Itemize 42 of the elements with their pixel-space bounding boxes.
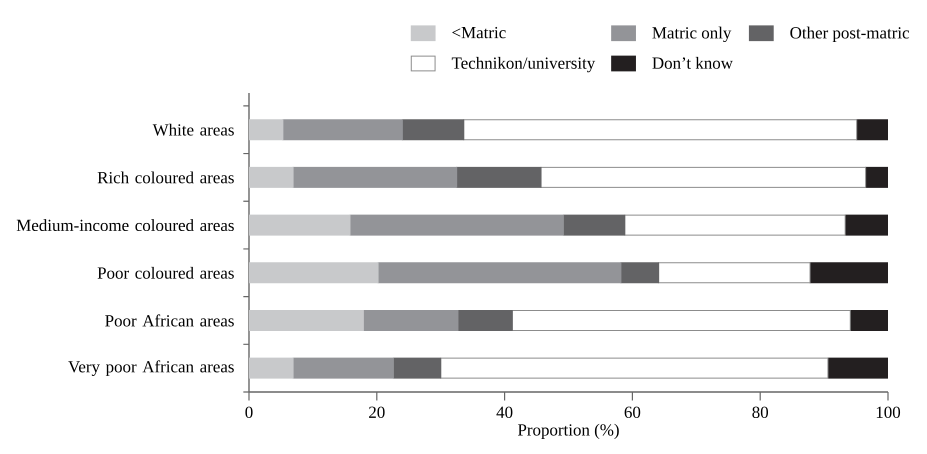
bar [540,166,866,188]
bar [378,262,622,284]
bar [248,310,364,331]
bar [248,119,284,140]
y-tick-label: Rich coloured areas [98,171,234,184]
legend-label: Other post-matric [790,26,910,42]
x-tick-label: 60 [624,406,640,418]
bar [292,358,394,379]
bar [562,214,626,236]
bar [463,119,858,140]
bar [362,310,458,331]
y-tick-label: Poor coloured areas [98,266,234,279]
y-tick-label: White areas [152,124,234,136]
bar [282,119,403,140]
y-tick-label: Very poor African areas [68,360,234,376]
x-tick-label: 0 [245,406,253,418]
bar [624,214,846,236]
bar [292,166,458,188]
bar [440,358,828,379]
x-tick-label: 20 [369,406,385,418]
y-tick-label: Medium-income coloured areas [16,219,234,232]
bar [402,119,464,140]
y-tick-label: Poor African areas [105,314,234,327]
bar [248,358,294,379]
legend-label: Don’t know [652,56,733,69]
legend-label: <Matric [452,26,506,38]
x-tick-label: 100 [876,406,900,418]
bar [658,262,811,284]
bar [392,358,442,379]
legend-label: Technikon/university [452,56,596,72]
bar [248,262,379,284]
x-axis-title: Proportion (%) [518,424,619,440]
bar [248,214,350,236]
bar [620,262,660,284]
x-tick-label: 40 [496,406,512,418]
bar [457,310,513,331]
bar [349,214,564,236]
bar [456,166,542,188]
legend-label: Matric only [652,26,732,42]
x-tick-label: 80 [752,406,768,418]
bar [512,310,851,331]
bar [248,166,294,188]
